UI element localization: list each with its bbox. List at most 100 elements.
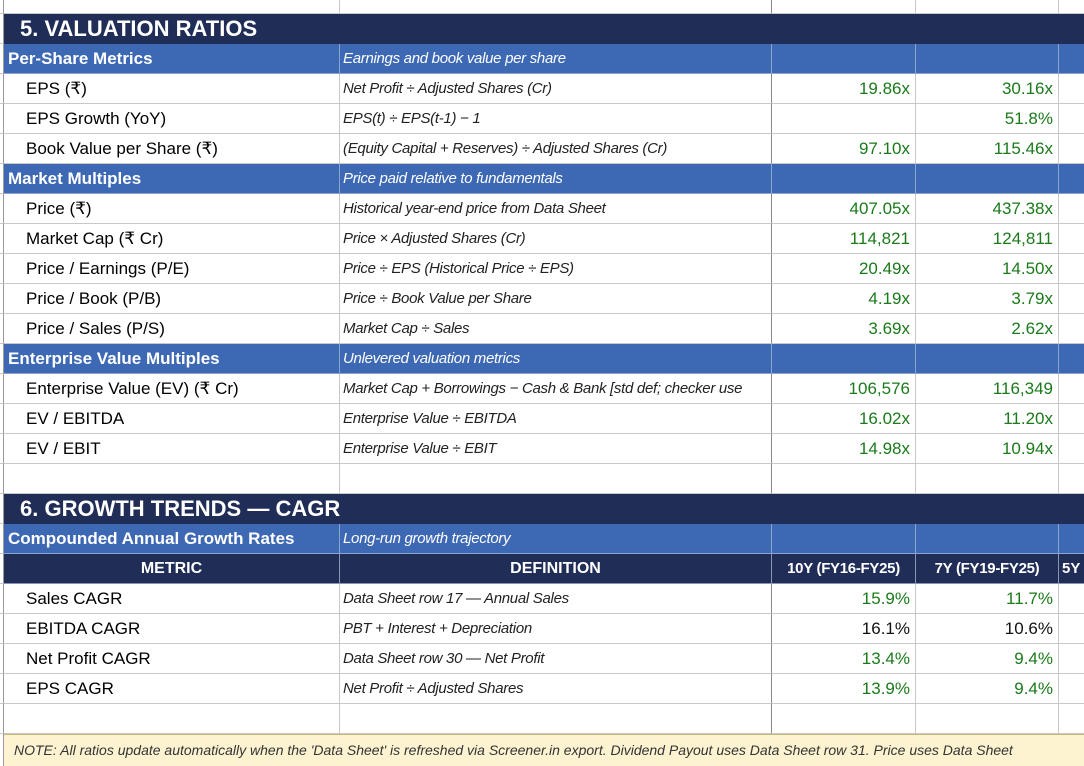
value-cell[interactable]: 97.10x: [772, 134, 916, 164]
value-cell[interactable]: 3.79x: [916, 284, 1059, 314]
value-cell[interactable]: 19.86x: [772, 74, 916, 104]
cell[interactable]: [1059, 704, 1084, 734]
metric-label[interactable]: EPS CAGR: [4, 674, 340, 704]
value-cell[interactable]: 11.20x: [916, 404, 1059, 434]
cell[interactable]: [1059, 224, 1084, 254]
cell[interactable]: [916, 164, 1059, 194]
cell[interactable]: [1059, 494, 1084, 524]
cell[interactable]: [1059, 254, 1084, 284]
group-name[interactable]: Market Multiples: [4, 164, 340, 194]
header-7y[interactable]: 7Y (FY19-FY25): [916, 554, 1059, 584]
cell[interactable]: [916, 344, 1059, 374]
definition-cell[interactable]: PBT + Interest + Depreciation: [340, 614, 772, 644]
cell[interactable]: [4, 464, 340, 494]
cell[interactable]: [916, 494, 1059, 524]
group-description[interactable]: Unlevered valuation metrics: [340, 344, 772, 374]
cell[interactable]: [340, 704, 772, 734]
value-cell[interactable]: 14.50x: [916, 254, 1059, 284]
value-cell[interactable]: 30.16x: [916, 74, 1059, 104]
cell[interactable]: [1059, 164, 1084, 194]
cell[interactable]: [772, 464, 916, 494]
cell[interactable]: [4, 704, 340, 734]
value-cell[interactable]: 115.46x: [916, 134, 1059, 164]
definition-cell[interactable]: Data Sheet row 17 — Annual Sales: [340, 584, 772, 614]
header-definition[interactable]: DEFINITION: [340, 554, 772, 584]
cell[interactable]: [1059, 314, 1084, 344]
cell[interactable]: [1059, 74, 1084, 104]
cell[interactable]: [1059, 404, 1084, 434]
cell[interactable]: [772, 344, 916, 374]
value-cell[interactable]: 9.4%: [916, 674, 1059, 704]
value-cell[interactable]: 11.7%: [916, 584, 1059, 614]
cell[interactable]: [1059, 614, 1084, 644]
cell[interactable]: [1059, 284, 1084, 314]
cell[interactable]: [772, 14, 916, 44]
metric-label[interactable]: Book Value per Share (₹): [4, 134, 340, 164]
definition-cell[interactable]: Enterprise Value ÷ EBITDA: [340, 404, 772, 434]
group-description[interactable]: Earnings and book value per share: [340, 44, 772, 74]
cell[interactable]: [1059, 584, 1084, 614]
value-cell[interactable]: 3.69x: [772, 314, 916, 344]
metric-label[interactable]: Enterprise Value (EV) (₹ Cr): [4, 374, 340, 404]
value-cell[interactable]: 116,349: [916, 374, 1059, 404]
cell[interactable]: [1059, 644, 1084, 674]
cell[interactable]: [1059, 524, 1084, 554]
value-cell[interactable]: 4.19x: [772, 284, 916, 314]
value-cell[interactable]: 2.62x: [916, 314, 1059, 344]
cell[interactable]: [772, 0, 916, 14]
metric-label[interactable]: EPS Growth (YoY): [4, 104, 340, 134]
group-name[interactable]: Enterprise Value Multiples: [4, 344, 340, 374]
value-cell[interactable]: 10.94x: [916, 434, 1059, 464]
cell[interactable]: [1059, 674, 1084, 704]
cell[interactable]: [340, 464, 772, 494]
cell[interactable]: [4, 0, 340, 14]
cell[interactable]: [916, 0, 1059, 14]
definition-cell[interactable]: EPS(t) ÷ EPS(t-1) − 1: [340, 104, 772, 134]
definition-cell[interactable]: Price ÷ EPS (Historical Price ÷ EPS): [340, 254, 772, 284]
group-description[interactable]: Long-run growth trajectory: [340, 524, 772, 554]
value-cell[interactable]: [772, 104, 916, 134]
cell[interactable]: [1059, 104, 1084, 134]
cell[interactable]: [1059, 464, 1084, 494]
group-name[interactable]: Per-Share Metrics: [4, 44, 340, 74]
cell[interactable]: [916, 524, 1059, 554]
cell[interactable]: [1059, 14, 1084, 44]
value-cell[interactable]: 10.6%: [916, 614, 1059, 644]
metric-label[interactable]: Price / Earnings (P/E): [4, 254, 340, 284]
metric-label[interactable]: Sales CAGR: [4, 584, 340, 614]
value-cell[interactable]: 15.9%: [772, 584, 916, 614]
value-cell[interactable]: 14.98x: [772, 434, 916, 464]
metric-label[interactable]: Market Cap (₹ Cr): [4, 224, 340, 254]
definition-cell[interactable]: Market Cap ÷ Sales: [340, 314, 772, 344]
cell[interactable]: [772, 44, 916, 74]
value-cell[interactable]: 114,821: [772, 224, 916, 254]
value-cell[interactable]: 437.38x: [916, 194, 1059, 224]
cell[interactable]: [1059, 194, 1084, 224]
cell[interactable]: [1059, 44, 1084, 74]
cell[interactable]: [772, 524, 916, 554]
cell[interactable]: [916, 704, 1059, 734]
value-cell[interactable]: 407.05x: [772, 194, 916, 224]
definition-cell[interactable]: Market Cap + Borrowings − Cash & Bank [s…: [340, 374, 772, 404]
value-cell[interactable]: 51.8%: [916, 104, 1059, 134]
cell[interactable]: [916, 464, 1059, 494]
value-cell[interactable]: 16.02x: [772, 404, 916, 434]
group-description[interactable]: Price paid relative to fundamentals: [340, 164, 772, 194]
definition-cell[interactable]: (Equity Capital + Reserves) ÷ Adjusted S…: [340, 134, 772, 164]
metric-label[interactable]: Price / Book (P/B): [4, 284, 340, 314]
definition-cell[interactable]: Price ÷ Book Value per Share: [340, 284, 772, 314]
metric-label[interactable]: Price (₹): [4, 194, 340, 224]
header-5y[interactable]: 5Y: [1059, 554, 1084, 584]
cell[interactable]: [340, 0, 772, 14]
header-metric[interactable]: METRIC: [4, 554, 340, 584]
definition-cell[interactable]: Enterprise Value ÷ EBIT: [340, 434, 772, 464]
cell[interactable]: [1059, 134, 1084, 164]
definition-cell[interactable]: Historical year-end price from Data Shee…: [340, 194, 772, 224]
metric-label[interactable]: Net Profit CAGR: [4, 644, 340, 674]
definition-cell[interactable]: Price × Adjusted Shares (Cr): [340, 224, 772, 254]
cell[interactable]: [772, 164, 916, 194]
value-cell[interactable]: 124,811: [916, 224, 1059, 254]
cell[interactable]: [1059, 344, 1084, 374]
metric-label[interactable]: EPS (₹): [4, 74, 340, 104]
value-cell[interactable]: 106,576: [772, 374, 916, 404]
